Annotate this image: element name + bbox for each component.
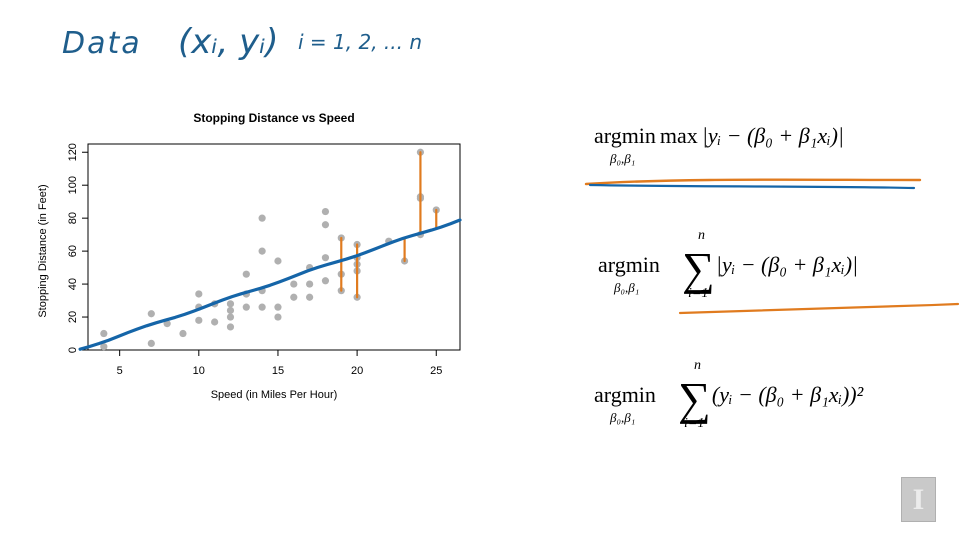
formula-ols: argmin (yᵢ − (β₀ + β₁xᵢ))² β₀,β₁ ∑ n i=1 <box>594 358 864 431</box>
data-point <box>290 293 298 301</box>
data-point <box>226 323 235 331</box>
y-tick-label: 20 <box>67 311 79 323</box>
handwritten-index: i = 1, 2, ... n <box>298 30 423 54</box>
data-point <box>242 270 250 278</box>
data-point <box>321 254 330 262</box>
underline-orange-1 <box>584 178 922 186</box>
fit-line <box>78 218 462 351</box>
data-point <box>258 247 266 255</box>
data-point <box>211 318 219 326</box>
formula-subscript: β₀,β₁ <box>610 151 636 166</box>
underline-orange-2 <box>678 302 960 315</box>
handwritten-underlines <box>584 178 960 315</box>
y-axis: 0 20 40 60 80 100 120 <box>67 143 88 353</box>
formula-body: |yᵢ − (β₀ + β₁xᵢ)| <box>715 252 859 277</box>
x-tick-label: 15 <box>272 365 284 377</box>
fit-line-group <box>78 218 462 351</box>
x-tick-label: 20 <box>351 365 363 377</box>
data-point <box>100 343 108 351</box>
sum-upper: n <box>698 228 705 243</box>
data-points <box>100 148 440 351</box>
sum-lower: i=1 <box>688 286 709 301</box>
data-point <box>226 313 235 321</box>
data-point <box>147 339 155 348</box>
data-point <box>258 303 266 311</box>
x-axis-label: Speed (in Miles Per Hour) <box>210 389 338 401</box>
formula-subscript: β₀,β₁ <box>614 280 640 295</box>
data-point <box>147 310 155 318</box>
formula-body: |yᵢ − (β₀ + β₁xᵢ)| <box>701 123 844 148</box>
data-point <box>274 257 282 265</box>
sum-symbol: ∑ <box>682 243 715 294</box>
data-point <box>306 280 314 288</box>
y-tick-label: 100 <box>67 176 79 194</box>
university-logo: I <box>901 477 936 522</box>
data-point <box>195 316 203 324</box>
formula-minimax: argmin max |yᵢ − (β₀ + β₁xᵢ)| β₀,β₁ <box>594 123 844 166</box>
data-point <box>258 214 266 222</box>
handwritten-data-label: Data <box>62 26 142 61</box>
y-tick-label: 120 <box>67 143 79 161</box>
formula-operator: argmin <box>594 382 656 407</box>
data-point <box>321 277 330 285</box>
formula-operator-max: max <box>659 123 698 148</box>
formula-operator: argmin <box>598 252 660 277</box>
data-point <box>226 300 235 308</box>
formula-body: (yᵢ − (β₀ + β₁xᵢ))² <box>711 382 864 407</box>
data-point <box>195 290 203 298</box>
underline-blue-1 <box>588 183 916 190</box>
chart-title: Stopping Distance vs Speed <box>193 111 355 125</box>
y-tick-label: 60 <box>67 245 79 257</box>
data-point <box>321 207 330 216</box>
residual-lines <box>340 151 438 299</box>
sum-symbol: ∑ <box>678 373 711 424</box>
formula-operator: argmin <box>594 123 656 148</box>
data-point <box>306 293 314 301</box>
data-point <box>242 303 250 311</box>
formula-subscript: β₀,β₁ <box>610 410 636 425</box>
data-point <box>321 221 330 229</box>
y-tick-label: 0 <box>67 347 79 353</box>
x-tick-label: 25 <box>430 365 442 377</box>
sum-lower: i=1 <box>684 416 705 431</box>
sum-upper: n <box>694 358 701 373</box>
data-point <box>226 306 235 315</box>
y-tick-label: 80 <box>67 212 79 224</box>
x-tick-label: 10 <box>193 365 205 377</box>
data-point <box>179 329 187 338</box>
data-point <box>274 313 282 321</box>
data-point <box>274 303 282 311</box>
x-tick-label: 5 <box>117 365 123 377</box>
y-tick-label: 40 <box>67 278 79 290</box>
handwritten-pair: (xᵢ, yᵢ) <box>178 22 279 62</box>
data-point <box>290 280 298 288</box>
plot-frame <box>87 143 461 351</box>
data-point <box>100 329 108 338</box>
formula-lad: argmin |yᵢ − (β₀ + β₁xᵢ)| β₀,β₁ ∑ n i=1 <box>598 228 859 301</box>
x-axis: 5 10 15 20 25 <box>117 350 442 377</box>
